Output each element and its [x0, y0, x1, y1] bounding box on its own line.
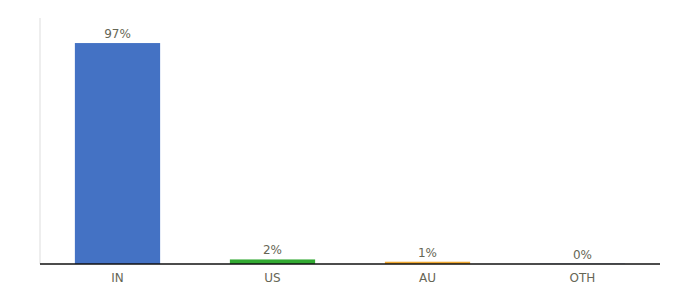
x-tick-label: OTH: [570, 271, 596, 285]
data-label: 2%: [263, 243, 282, 257]
data-label: 0%: [573, 248, 592, 262]
data-label: 97%: [104, 27, 131, 41]
bar: [75, 43, 160, 264]
chart-container: IN US AU OTH 97% 2% 1% 0%: [0, 0, 680, 300]
x-tick-label: US: [264, 271, 280, 285]
x-axis-line: [40, 263, 660, 265]
bars: [75, 43, 625, 264]
x-tick-label: AU: [419, 271, 436, 285]
x-tick-label: IN: [111, 271, 124, 285]
y-axis-line: [40, 18, 41, 264]
data-label: 1%: [418, 246, 437, 260]
chart-svg: IN US AU OTH 97% 2% 1% 0%: [0, 0, 680, 300]
